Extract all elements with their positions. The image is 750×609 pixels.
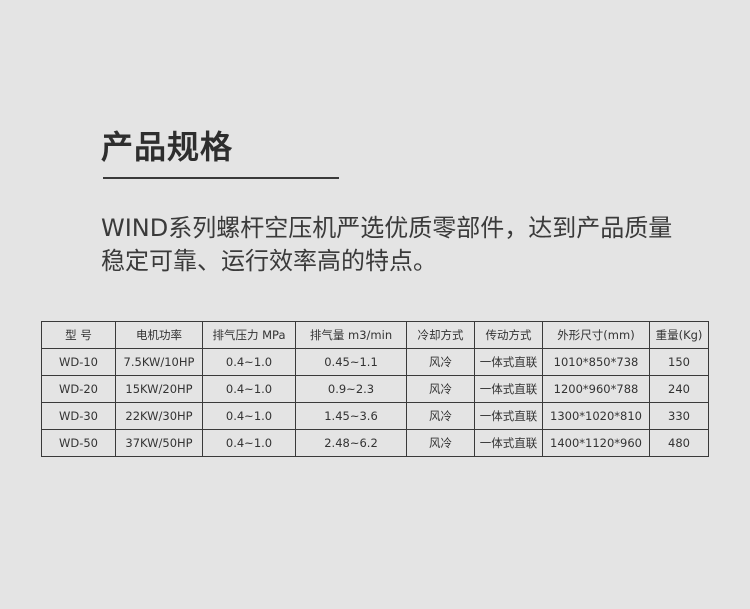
table-cell: 15KW/20HP: [115, 375, 203, 403]
table-cell: 0.4~1.0: [202, 429, 296, 457]
table-cell: 1010*850*738: [542, 348, 650, 376]
table-cell: 150: [649, 348, 709, 376]
table-cell: 风冷: [406, 375, 475, 403]
table-cell: WD-50: [41, 429, 116, 457]
table-cell: WD-10: [41, 348, 116, 376]
table-cell: 0.4~1.0: [202, 402, 296, 430]
table-cell: 37KW/50HP: [115, 429, 203, 457]
column-header: 传动方式: [474, 321, 543, 349]
table-cell: 0.4~1.0: [202, 375, 296, 403]
table-cell: 风冷: [406, 348, 475, 376]
column-header: 外形尺寸(mm): [542, 321, 650, 349]
table-cell: 0.9~2.3: [295, 375, 407, 403]
table-cell: 一体式直联: [474, 402, 543, 430]
table-cell: 1400*1120*960: [542, 429, 650, 457]
column-header: 冷却方式: [406, 321, 475, 349]
table-cell: 7.5KW/10HP: [115, 348, 203, 376]
table-row: WD-20 15KW/20HP 0.4~1.0 0.9~2.3 风冷 一体式直联 1200*…: [41, 375, 709, 403]
table-cell: 22KW/30HP: [115, 402, 203, 430]
table-cell: 一体式直联: [474, 375, 543, 403]
table-cell: 一体式直联: [474, 429, 543, 457]
table-cell: 2.48~6.2: [295, 429, 407, 457]
column-header: 排气量 m3/min: [295, 321, 407, 349]
table-cell: 0.45~1.1: [295, 348, 407, 376]
title-divider: [103, 177, 339, 179]
table-row: WD-10 7.5KW/10HP 0.4~1.0 0.45~1.1 风冷 一体式直联 101…: [41, 348, 709, 376]
table-cell: 1300*1020*810: [542, 402, 650, 430]
table-header-row: 型 号电机功率 排气压力 MPa 排气量 m3/min 冷却方式 传动方式 外形尺寸(mm…: [41, 321, 709, 349]
column-header: 型 号: [41, 321, 116, 349]
table-cell: 480: [649, 429, 709, 457]
description: WIND系列螺杆空压机严选优质零部件，达到产品质量稳定可靠、运行效率高的特点。: [101, 214, 673, 275]
table-cell: WD-30: [41, 402, 116, 430]
table-cell: 1200*960*788: [542, 375, 650, 403]
column-header: 排气压力 MPa: [202, 321, 296, 349]
table-cell: 1.45~3.6: [295, 402, 407, 430]
table-cell: 风冷: [406, 402, 475, 430]
page-title: 产品规格: [101, 128, 234, 166]
table-cell: 330: [649, 402, 709, 430]
table-row: WD-50 37KW/50HP 0.4~1.0 2.48~6.2 风冷 一体式直联 1400…: [41, 429, 709, 457]
spec-table: 型 号电机功率 排气压力 MPa 排气量 m3/min 冷却方式 传动方式 外形尺寸(mm…: [41, 321, 709, 457]
table-cell: 风冷: [406, 429, 475, 457]
table-row: WD-30 22KW/30HP 0.4~1.0 1.45~3.6 风冷 一体式直联 1300…: [41, 402, 709, 430]
table-cell: 0.4~1.0: [202, 348, 296, 376]
table-cell: 240: [649, 375, 709, 403]
column-header: 电机功率: [115, 321, 203, 349]
table-cell: WD-20: [41, 375, 116, 403]
column-header: 重量(Kg): [649, 321, 709, 349]
table-cell: 一体式直联: [474, 348, 543, 376]
